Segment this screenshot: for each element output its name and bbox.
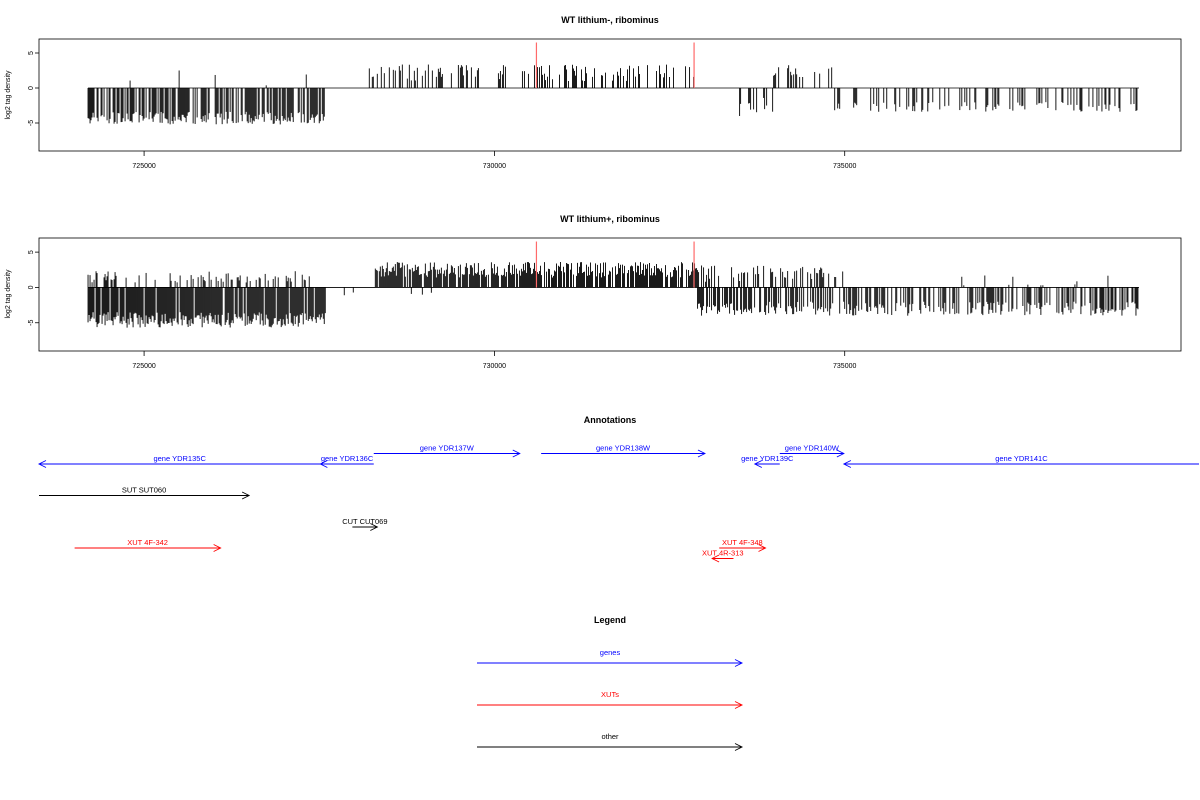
feature-label: gene YDR140W (785, 444, 840, 453)
plot-frame (38, 237, 1182, 352)
arrowhead (319, 460, 328, 468)
annotation-feature: gene YDR141C (842, 454, 1199, 468)
legend-item: genes (477, 648, 744, 667)
y-tick-label: -5 (28, 120, 35, 126)
annotation-feature: gene YDR139C (741, 454, 794, 468)
legend-item: XUTs (477, 690, 744, 709)
arrowhead (37, 460, 47, 468)
annotation-feature: CUT CUT069 (342, 517, 388, 531)
legend-items: genes XUTs other (477, 648, 744, 751)
density-bars (87, 241, 1139, 328)
arrowhead (711, 554, 720, 563)
annotations-title: Annotations (584, 415, 637, 425)
x-tick-label: 735000 (833, 163, 856, 170)
feature-label: gene YDR141C (995, 454, 1048, 463)
legend-label: genes (600, 648, 621, 657)
arrowhead (370, 523, 379, 531)
y-tick-label: 5 (28, 250, 35, 254)
legend-title: Legend (594, 615, 626, 625)
density-panel-lithium-minus: WT lithium-, ribominus log2 tag density … (5, 15, 1182, 170)
feature-label: XUT 4F-348 (722, 538, 763, 547)
annotation-feature: SUT SUT060 (39, 486, 251, 500)
annotation-feature: gene YDR135C (37, 454, 321, 468)
feature-label: gene YDR139C (741, 454, 794, 463)
feature-label: gene YDR137W (420, 444, 475, 453)
axes: -5 0 5 725000 730000 735000 (28, 250, 856, 370)
y-tick-label: -5 (28, 320, 35, 326)
x-tick-label: 730000 (483, 363, 506, 370)
arrowhead (842, 460, 852, 468)
arrowhead (836, 449, 845, 458)
arrowhead (758, 544, 767, 552)
y-axis-label: log2 tag density (5, 269, 12, 319)
arrowhead (241, 491, 251, 500)
legend-item: other (477, 732, 744, 751)
y-tick-label: 0 (28, 285, 35, 289)
arrowhead (697, 449, 706, 458)
feature-label: gene YDR135C (153, 454, 206, 463)
feature-label: SUT SUT060 (122, 486, 166, 495)
x-tick-label: 730000 (483, 163, 506, 170)
annotation-features: gene YDR135C gene YDR136C gene YDR137W gene… (37, 444, 1199, 563)
legend: Legend genes XUTs other (477, 615, 744, 751)
y-tick-label: 0 (28, 86, 35, 90)
x-tick-label: 725000 (132, 163, 155, 170)
annotations-track: Annotations gene YDR135C gene YDR136Cgene… (37, 415, 1199, 563)
arrowhead (734, 743, 744, 751)
axes: -5 0 5 725000 730000 735000 (28, 51, 856, 170)
annotation-feature: gene YDR140W (779, 444, 845, 458)
feature-label: gene YDR138W (596, 444, 651, 453)
x-tick-label: 725000 (132, 363, 155, 370)
arrowhead (512, 449, 521, 458)
feature-label: CUT CUT069 (342, 517, 387, 526)
x-tick-label: 735000 (833, 363, 856, 370)
annotation-feature: XUT 4F-348 (719, 538, 767, 552)
arrowhead (213, 544, 222, 552)
panel-title: WT lithium+, ribominus (560, 214, 660, 224)
annotation-feature: gene YDR138W (541, 444, 706, 458)
annotation-feature: gene YDR137W (373, 444, 521, 458)
annotation-feature: XUT 4F-342 (74, 538, 222, 552)
y-axis-label: log2 tag density (5, 70, 12, 120)
arrowhead (734, 659, 744, 667)
plot-frame (38, 38, 1182, 152)
y-tick-label: 5 (28, 51, 35, 55)
feature-label: XUT 4F-342 (127, 538, 168, 547)
annotation-feature: XUT 4R-313 (702, 549, 744, 563)
panel-title: WT lithium-, ribominus (561, 15, 659, 25)
legend-label: other (601, 732, 619, 741)
annotation-feature: gene YDR136C (319, 454, 374, 468)
feature-label: XUT 4R-313 (702, 549, 744, 558)
legend-label: XUTs (601, 690, 619, 699)
feature-label: gene YDR136C (321, 454, 374, 463)
arrowhead (753, 460, 763, 468)
density-panel-lithium-plus: WT lithium+, ribominus log2 tag density … (5, 214, 1182, 370)
arrowhead (734, 701, 744, 709)
density-bars (87, 42, 1139, 125)
